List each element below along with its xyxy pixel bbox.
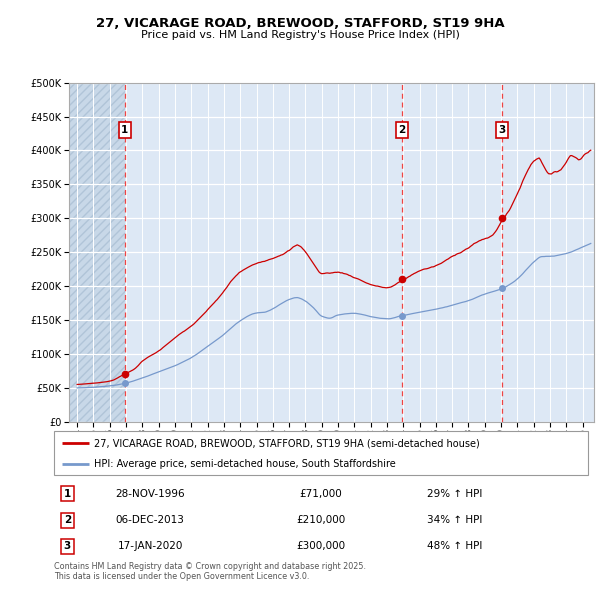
Text: 34% ↑ HPI: 34% ↑ HPI — [427, 515, 482, 525]
Text: 1: 1 — [121, 125, 128, 135]
FancyBboxPatch shape — [54, 431, 588, 475]
Text: Contains HM Land Registry data © Crown copyright and database right 2025.
This d: Contains HM Land Registry data © Crown c… — [54, 562, 366, 581]
Text: HPI: Average price, semi-detached house, South Staffordshire: HPI: Average price, semi-detached house,… — [94, 459, 396, 469]
Text: 2: 2 — [398, 125, 406, 135]
Text: 48% ↑ HPI: 48% ↑ HPI — [427, 542, 482, 552]
Text: 27, VICARAGE ROAD, BREWOOD, STAFFORD, ST19 9HA (semi-detached house): 27, VICARAGE ROAD, BREWOOD, STAFFORD, ST… — [94, 438, 480, 448]
Text: 3: 3 — [64, 542, 71, 552]
Text: 27, VICARAGE ROAD, BREWOOD, STAFFORD, ST19 9HA: 27, VICARAGE ROAD, BREWOOD, STAFFORD, ST… — [95, 17, 505, 30]
Text: £300,000: £300,000 — [296, 542, 346, 552]
Text: 06-DEC-2013: 06-DEC-2013 — [116, 515, 185, 525]
Bar — [69, 83, 125, 422]
Text: 28-NOV-1996: 28-NOV-1996 — [115, 489, 185, 499]
Text: Price paid vs. HM Land Registry's House Price Index (HPI): Price paid vs. HM Land Registry's House … — [140, 30, 460, 40]
Text: 2: 2 — [64, 515, 71, 525]
Text: 17-JAN-2020: 17-JAN-2020 — [118, 542, 183, 552]
Text: 3: 3 — [498, 125, 506, 135]
Text: 29% ↑ HPI: 29% ↑ HPI — [427, 489, 482, 499]
Text: 1: 1 — [64, 489, 71, 499]
Text: £71,000: £71,000 — [299, 489, 343, 499]
Text: £210,000: £210,000 — [296, 515, 346, 525]
